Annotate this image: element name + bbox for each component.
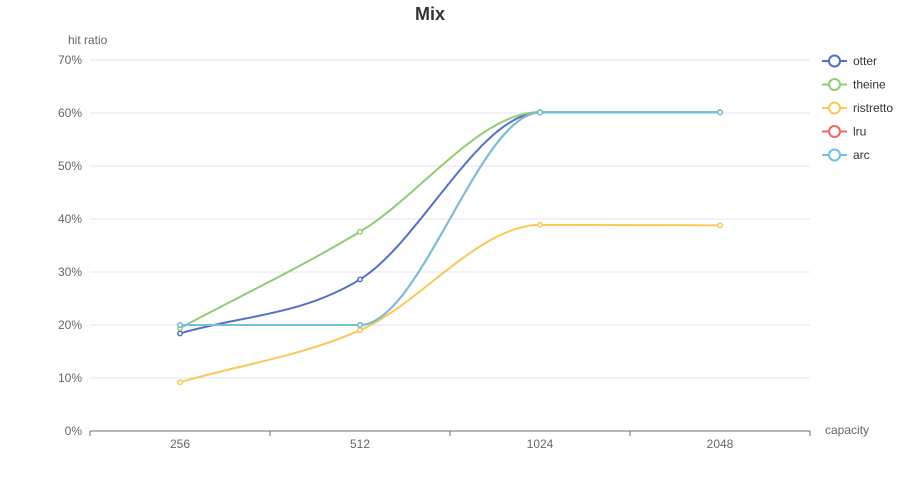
series-line-otter [179, 111, 720, 335]
y-axis-title: hit ratio [68, 33, 108, 47]
legend-item-arc[interactable]: arc [822, 148, 870, 162]
legend-item-theine[interactable]: theine [822, 78, 886, 92]
y-tick-label: 30% [58, 265, 82, 279]
data-point-ristretto [537, 221, 543, 228]
legend-marker-icon [828, 148, 841, 162]
legend-label: otter [853, 54, 877, 68]
y-tick-label: 0% [65, 424, 83, 438]
x-tick-label: 256 [170, 437, 190, 451]
data-point-otter [357, 276, 363, 283]
x-axis-title: capacity [825, 423, 869, 437]
y-axis: 0% 10% 20% 30% 40% 50% 60% 70% [58, 53, 82, 438]
series-line-ristretto [179, 223, 721, 384]
legend-item-otter[interactable]: otter [822, 54, 877, 68]
y-tick-label: 10% [58, 371, 82, 385]
legend-label: lru [853, 125, 866, 139]
legend-marker-icon [828, 101, 841, 115]
data-point-theine [357, 228, 363, 235]
legend-marker-icon [828, 78, 841, 91]
data-point-ristretto [357, 327, 363, 334]
y-tick-label: 60% [58, 106, 82, 120]
data-point-arc [177, 322, 183, 328]
legend-marker-icon [828, 125, 841, 138]
legend-item-ristretto[interactable]: ristretto [822, 101, 893, 115]
y-tick-label: 40% [58, 212, 82, 226]
x-tick-label: 512 [350, 437, 370, 451]
series-lines [179, 110, 721, 384]
legend-marker-icon [828, 54, 841, 68]
series-line-arc [179, 111, 720, 327]
data-point-otter [177, 330, 183, 337]
y-tick-label: 50% [58, 159, 82, 173]
legend: otter theine ristretto lru arc [822, 54, 893, 162]
data-point-ristretto [717, 222, 723, 229]
data-point-arc [717, 109, 723, 116]
data-point-arc [537, 109, 543, 116]
x-tick-label: 1024 [527, 437, 554, 451]
y-tick-label: 70% [58, 53, 82, 67]
legend-label: arc [853, 148, 870, 162]
x-axis: 256 512 1024 2048 [89, 430, 811, 451]
legend-label: ristretto [853, 101, 893, 115]
x-tick-label: 2048 [707, 437, 734, 451]
data-point-ristretto [177, 379, 183, 386]
chart-title: Mix [415, 4, 445, 24]
y-tick-label: 20% [58, 318, 82, 332]
legend-item-lru[interactable]: lru [822, 125, 866, 139]
legend-label: theine [853, 78, 886, 92]
data-point-arc [357, 322, 363, 328]
series-points [177, 108, 723, 386]
